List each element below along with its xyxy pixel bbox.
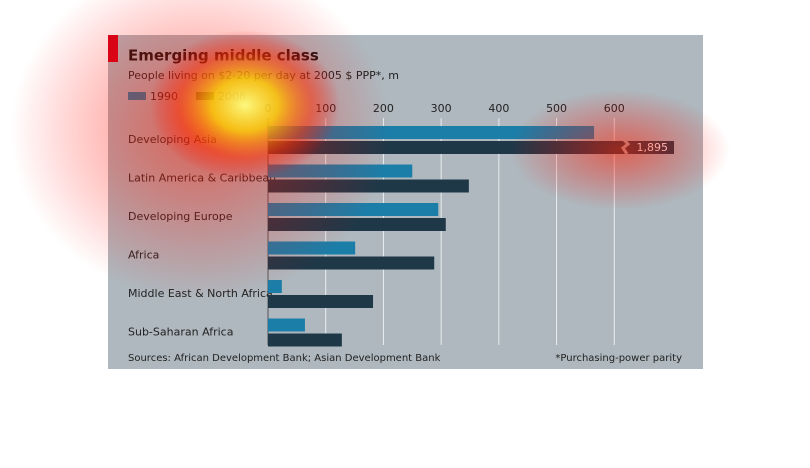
x-tick-label: 0 xyxy=(265,102,272,115)
y-tick-label: Latin America & Caribbean xyxy=(128,172,276,185)
x-tick-label: 100 xyxy=(315,102,336,115)
panel xyxy=(108,35,703,369)
y-tick-label: Africa xyxy=(128,249,159,262)
y-tick-label: Middle East & North Africa xyxy=(128,287,273,300)
legend-swatch xyxy=(128,92,146,100)
footnote: *Purchasing-power parity xyxy=(555,353,682,364)
bar xyxy=(268,203,439,216)
legend-label: 2008 xyxy=(218,90,246,103)
bar xyxy=(268,256,435,270)
bar xyxy=(268,179,469,193)
bar xyxy=(268,318,305,332)
chart-subtitle: People living on $2-20 per day at 2005 $… xyxy=(128,69,399,82)
chart-title: Emerging middle class xyxy=(128,47,319,65)
x-tick-label: 600 xyxy=(604,102,625,115)
bar xyxy=(268,280,282,293)
legend-label: 1990 xyxy=(150,90,178,103)
bar xyxy=(268,164,413,178)
source: Sources: African Development Bank; Asian… xyxy=(128,353,441,364)
y-tick-label: Sub-Saharan Africa xyxy=(128,326,233,339)
accent xyxy=(108,35,118,62)
bar xyxy=(268,218,446,231)
y-tick-label: Developing Europe xyxy=(128,210,233,223)
x-tick-label: 200 xyxy=(373,102,394,115)
bar xyxy=(268,295,374,308)
x-tick-label: 300 xyxy=(431,102,452,115)
bar xyxy=(268,141,674,154)
value-label: 1,895 xyxy=(637,141,669,154)
bar xyxy=(268,333,342,347)
x-tick-label: 400 xyxy=(488,102,509,115)
legend-swatch xyxy=(196,92,214,100)
y-tick-label: Developing Asia xyxy=(128,133,217,146)
x-tick-label: 500 xyxy=(546,102,567,115)
bar xyxy=(268,126,595,139)
bar xyxy=(268,241,356,255)
